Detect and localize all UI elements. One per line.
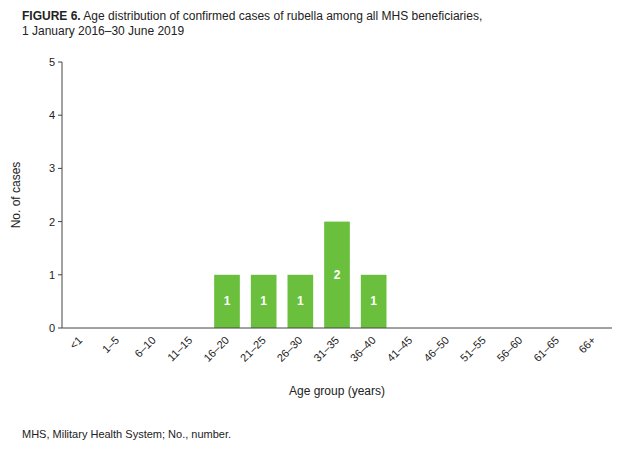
x-tick-label: 16–20 <box>201 334 231 364</box>
y-tick-label: 3 <box>49 162 55 174</box>
title-rest: Age distribution of confirmed cases of r… <box>81 9 483 23</box>
x-tick-label: 46–50 <box>421 334 451 364</box>
y-axis-line <box>62 62 63 328</box>
x-axis-line <box>62 328 612 329</box>
chart-container: FIGURE 6. Age distribution of confirmed … <box>0 0 631 454</box>
chart-svg: FIGURE 6. Age distribution of confirmed … <box>0 0 631 454</box>
bar <box>214 275 240 328</box>
bar <box>251 275 277 328</box>
data-label: 1 <box>260 294 267 308</box>
x-tick-label: 61–65 <box>531 334 561 364</box>
y-tick <box>58 115 62 116</box>
y-tick <box>58 274 62 275</box>
y-tick-label: 0 <box>49 322 55 334</box>
x-tick-label: <1 <box>67 334 84 351</box>
title-line: 1 January 2016–30 June 2019 <box>22 24 184 38</box>
x-tick-label: 1–5 <box>100 334 121 355</box>
y-tick-label: 5 <box>49 56 55 68</box>
data-label: 1 <box>370 294 377 308</box>
y-tick <box>58 328 62 329</box>
footnote: MHS, Military Health System; No., number… <box>22 428 231 440</box>
x-tick-label: 26–30 <box>274 334 304 364</box>
data-label: 2 <box>334 268 341 282</box>
y-tick <box>58 62 62 63</box>
y-tick-label: 2 <box>49 216 55 228</box>
bars <box>214 222 386 328</box>
x-tick-label: 6–10 <box>132 334 158 360</box>
y-tick <box>58 221 62 222</box>
y-tick-label: 1 <box>49 269 55 281</box>
data-label: 1 <box>224 294 231 308</box>
title-line: FIGURE 6. Age distribution of confirmed … <box>22 9 482 23</box>
x-tick-label: 41–45 <box>384 334 414 364</box>
bar <box>288 275 314 328</box>
title: FIGURE 6. Age distribution of confirmed … <box>22 9 482 38</box>
title-bold: FIGURE 6. <box>22 9 81 23</box>
data-label: 1 <box>297 294 304 308</box>
x-tick-label: 21–25 <box>238 334 268 364</box>
bar <box>324 222 350 328</box>
x-tick-label: 51–55 <box>458 334 488 364</box>
y-axis-label: No. of cases <box>9 162 23 229</box>
x-tick-label: 66+ <box>576 334 598 356</box>
x-tick-label: 36–40 <box>348 334 378 364</box>
x-axis-label: Age group (years) <box>289 384 385 398</box>
x-tick-label: 31–35 <box>311 334 341 364</box>
x-tick-label: 11–15 <box>165 334 195 364</box>
y-tick <box>58 168 62 169</box>
y-tick-label: 4 <box>49 109 55 121</box>
x-tick-label: 56–60 <box>494 334 524 364</box>
bar <box>361 275 387 328</box>
